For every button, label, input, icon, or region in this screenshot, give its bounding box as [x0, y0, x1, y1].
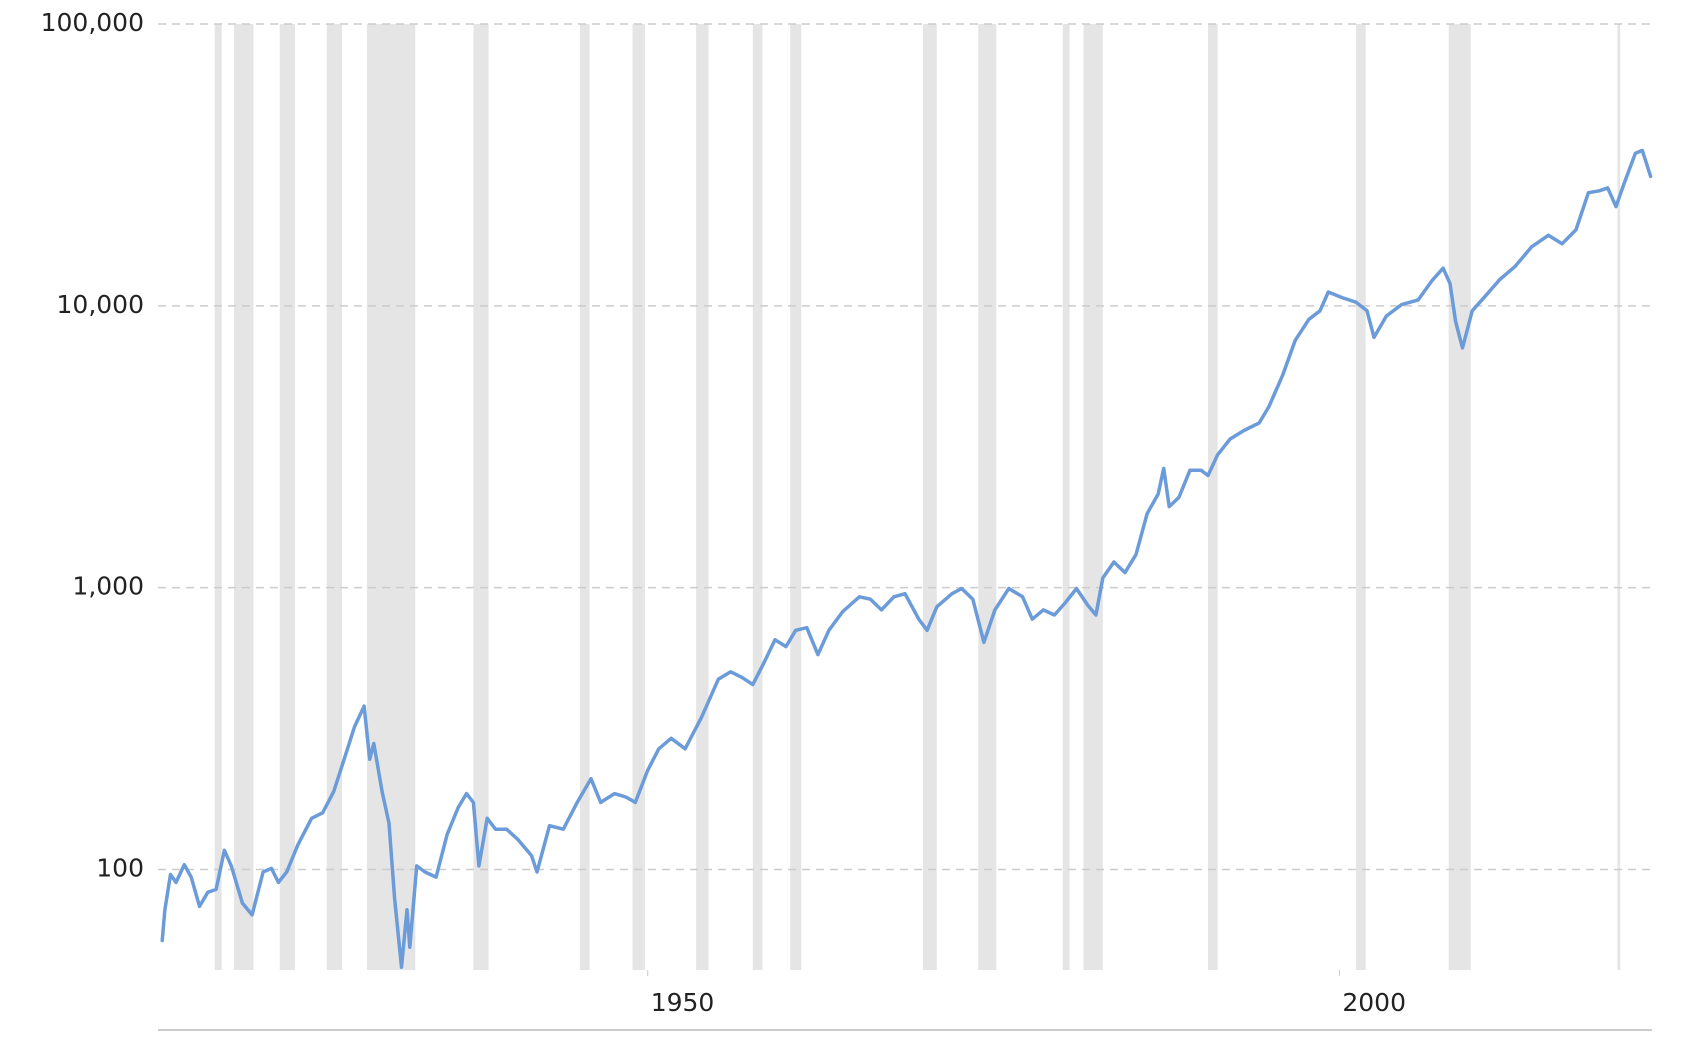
- recession-band: [632, 24, 645, 970]
- y-tick-label: 1,000: [72, 572, 144, 601]
- recession-band: [326, 24, 342, 970]
- recession-band: [279, 24, 295, 970]
- recession-band: [366, 24, 416, 970]
- y-tick-label: 100,000: [41, 8, 144, 37]
- recession-band: [1355, 24, 1366, 970]
- recession-band: [790, 24, 802, 970]
- recession-band: [922, 24, 937, 970]
- x-tick-label: 2000: [1342, 988, 1406, 1017]
- recession-band: [1448, 24, 1471, 970]
- recession-band: [978, 24, 997, 970]
- recession-band: [696, 24, 709, 970]
- recession-band: [234, 24, 254, 970]
- recession-band: [752, 24, 763, 970]
- y-tick-label: 100: [96, 854, 144, 883]
- data-line: [160, 148, 1653, 969]
- recession-band: [1062, 24, 1070, 970]
- recession-band: [1617, 24, 1621, 970]
- recession-band: [473, 24, 489, 970]
- recession-band: [1207, 24, 1218, 970]
- recession-band: [214, 24, 222, 970]
- recession-band: [1083, 24, 1103, 970]
- y-tick-label: 10,000: [57, 290, 144, 319]
- x-tick-label: 1950: [651, 988, 715, 1017]
- recession-band: [579, 24, 590, 970]
